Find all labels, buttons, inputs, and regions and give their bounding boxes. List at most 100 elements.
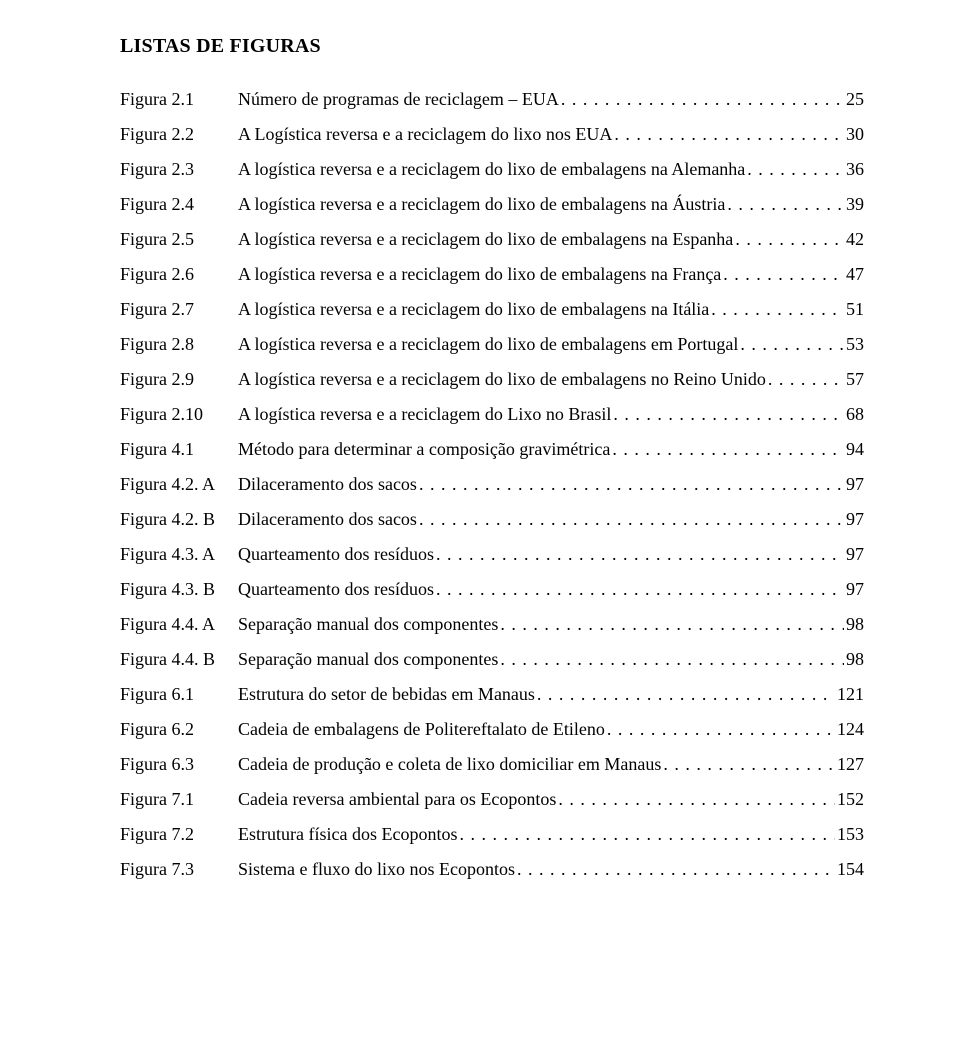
toc-description: Cadeia reversa ambiental para os Ecopont… bbox=[238, 790, 556, 808]
toc-description: A logística reversa e a reciclagem do li… bbox=[238, 335, 738, 353]
toc-row: Figura 4.4. ASeparação manual dos compon… bbox=[120, 615, 864, 633]
page: LISTAS DE FIGURAS Figura 2.1Número de pr… bbox=[0, 0, 960, 1042]
toc-description: A logística reversa e a reciclagem do li… bbox=[238, 160, 745, 178]
toc-description: A logística reversa e a reciclagem do li… bbox=[238, 370, 766, 388]
toc-description: A logística reversa e a reciclagem do Li… bbox=[238, 405, 611, 423]
toc-label: Figura 4.4. A bbox=[120, 615, 238, 633]
toc-label: Figura 6.1 bbox=[120, 685, 238, 703]
toc-label: Figura 2.5 bbox=[120, 230, 238, 248]
toc-leader-dots bbox=[558, 790, 835, 808]
toc-page-number: 36 bbox=[846, 160, 864, 178]
toc-leader-dots bbox=[561, 90, 844, 108]
toc-label: Figura 4.4. B bbox=[120, 650, 238, 668]
toc-label: Figura 2.4 bbox=[120, 195, 238, 213]
toc-page-number: 25 bbox=[846, 90, 864, 108]
toc-page-number: 154 bbox=[837, 860, 864, 878]
toc-label: Figura 7.3 bbox=[120, 860, 238, 878]
toc-leader-dots bbox=[711, 300, 844, 318]
figure-list: Figura 2.1Número de programas de recicla… bbox=[120, 90, 864, 878]
toc-label: Figura 6.2 bbox=[120, 720, 238, 738]
toc-row: Figura 2.7A logística reversa e a recicl… bbox=[120, 300, 864, 318]
toc-page-number: 97 bbox=[846, 510, 864, 528]
toc-page-number: 98 bbox=[846, 650, 864, 668]
toc-row: Figura 2.8A logística reversa e a recicl… bbox=[120, 335, 864, 353]
toc-leader-dots bbox=[612, 440, 844, 458]
toc-leader-dots bbox=[663, 755, 835, 773]
toc-row: Figura 4.3. AQuarteamento dos resíduos97 bbox=[120, 545, 864, 563]
toc-page-number: 124 bbox=[837, 720, 864, 738]
toc-label: Figura 2.10 bbox=[120, 405, 238, 423]
toc-description: Dilaceramento dos sacos bbox=[238, 475, 417, 493]
toc-leader-dots bbox=[613, 405, 844, 423]
toc-label: Figura 7.1 bbox=[120, 790, 238, 808]
toc-label: Figura 6.3 bbox=[120, 755, 238, 773]
toc-label: Figura 7.2 bbox=[120, 825, 238, 843]
toc-page-number: 68 bbox=[846, 405, 864, 423]
toc-row: Figura 4.4. BSeparação manual dos compon… bbox=[120, 650, 864, 668]
toc-row: Figura 2.4A logística reversa e a recicl… bbox=[120, 195, 864, 213]
toc-row: Figura 6.1Estrutura do setor de bebidas … bbox=[120, 685, 864, 703]
toc-page-number: 121 bbox=[837, 685, 864, 703]
toc-label: Figura 2.7 bbox=[120, 300, 238, 318]
toc-leader-dots bbox=[436, 545, 844, 563]
toc-label: Figura 4.3. B bbox=[120, 580, 238, 598]
toc-page-number: 30 bbox=[846, 125, 864, 143]
toc-page-number: 47 bbox=[846, 265, 864, 283]
toc-row: Figura 4.2. BDilaceramento dos sacos97 bbox=[120, 510, 864, 528]
toc-page-number: 98 bbox=[846, 615, 864, 633]
toc-leader-dots bbox=[537, 685, 835, 703]
toc-label: Figura 2.3 bbox=[120, 160, 238, 178]
toc-row: Figura 2.10A logística reversa e a recic… bbox=[120, 405, 864, 423]
toc-label: Figura 2.2 bbox=[120, 125, 238, 143]
toc-description: A logística reversa e a reciclagem do li… bbox=[238, 265, 721, 283]
toc-description: A logística reversa e a reciclagem do li… bbox=[238, 230, 733, 248]
toc-leader-dots bbox=[459, 825, 835, 843]
toc-leader-dots bbox=[500, 650, 844, 668]
toc-leader-dots bbox=[727, 195, 844, 213]
toc-leader-dots bbox=[740, 335, 844, 353]
toc-page-number: 57 bbox=[846, 370, 864, 388]
toc-row: Figura 7.3Sistema e fluxo do lixo nos Ec… bbox=[120, 860, 864, 878]
toc-leader-dots bbox=[517, 860, 835, 878]
toc-description: A logística reversa e a reciclagem do li… bbox=[238, 300, 709, 318]
toc-leader-dots bbox=[723, 265, 844, 283]
toc-label: Figura 4.2. B bbox=[120, 510, 238, 528]
toc-description: Método para determinar a composição grav… bbox=[238, 440, 610, 458]
toc-description: Separação manual dos componentes bbox=[238, 650, 498, 668]
toc-page-number: 94 bbox=[846, 440, 864, 458]
toc-leader-dots bbox=[614, 125, 844, 143]
toc-page-number: 97 bbox=[846, 545, 864, 563]
toc-description: Cadeia de produção e coleta de lixo domi… bbox=[238, 755, 661, 773]
toc-page-number: 51 bbox=[846, 300, 864, 318]
toc-leader-dots bbox=[747, 160, 844, 178]
toc-row: Figura 2.1Número de programas de recicla… bbox=[120, 90, 864, 108]
toc-row: Figura 6.2Cadeia de embalagens de Polite… bbox=[120, 720, 864, 738]
toc-leader-dots bbox=[436, 580, 844, 598]
toc-label: Figura 4.1 bbox=[120, 440, 238, 458]
toc-row: Figura 2.9A logística reversa e a recicl… bbox=[120, 370, 864, 388]
toc-leader-dots bbox=[419, 510, 844, 528]
toc-page-number: 127 bbox=[837, 755, 864, 773]
toc-row: Figura 2.3A logística reversa e a recicl… bbox=[120, 160, 864, 178]
toc-row: Figura 7.1Cadeia reversa ambiental para … bbox=[120, 790, 864, 808]
toc-label: Figura 4.3. A bbox=[120, 545, 238, 563]
page-title: LISTAS DE FIGURAS bbox=[120, 36, 864, 56]
toc-row: Figura 6.3Cadeia de produção e coleta de… bbox=[120, 755, 864, 773]
toc-label: Figura 2.6 bbox=[120, 265, 238, 283]
toc-page-number: 42 bbox=[846, 230, 864, 248]
toc-description: Separação manual dos componentes bbox=[238, 615, 498, 633]
toc-label: Figura 2.1 bbox=[120, 90, 238, 108]
toc-row: Figura 2.6A logística reversa e a recicl… bbox=[120, 265, 864, 283]
toc-page-number: 152 bbox=[837, 790, 864, 808]
toc-label: Figura 4.2. A bbox=[120, 475, 238, 493]
toc-description: Estrutura física dos Ecopontos bbox=[238, 825, 457, 843]
toc-leader-dots bbox=[768, 370, 844, 388]
toc-row: Figura 4.1Método para determinar a compo… bbox=[120, 440, 864, 458]
toc-page-number: 153 bbox=[837, 825, 864, 843]
toc-description: Sistema e fluxo do lixo nos Ecopontos bbox=[238, 860, 515, 878]
toc-page-number: 97 bbox=[846, 475, 864, 493]
toc-page-number: 39 bbox=[846, 195, 864, 213]
toc-leader-dots bbox=[500, 615, 844, 633]
toc-description: Estrutura do setor de bebidas em Manaus bbox=[238, 685, 535, 703]
toc-page-number: 97 bbox=[846, 580, 864, 598]
